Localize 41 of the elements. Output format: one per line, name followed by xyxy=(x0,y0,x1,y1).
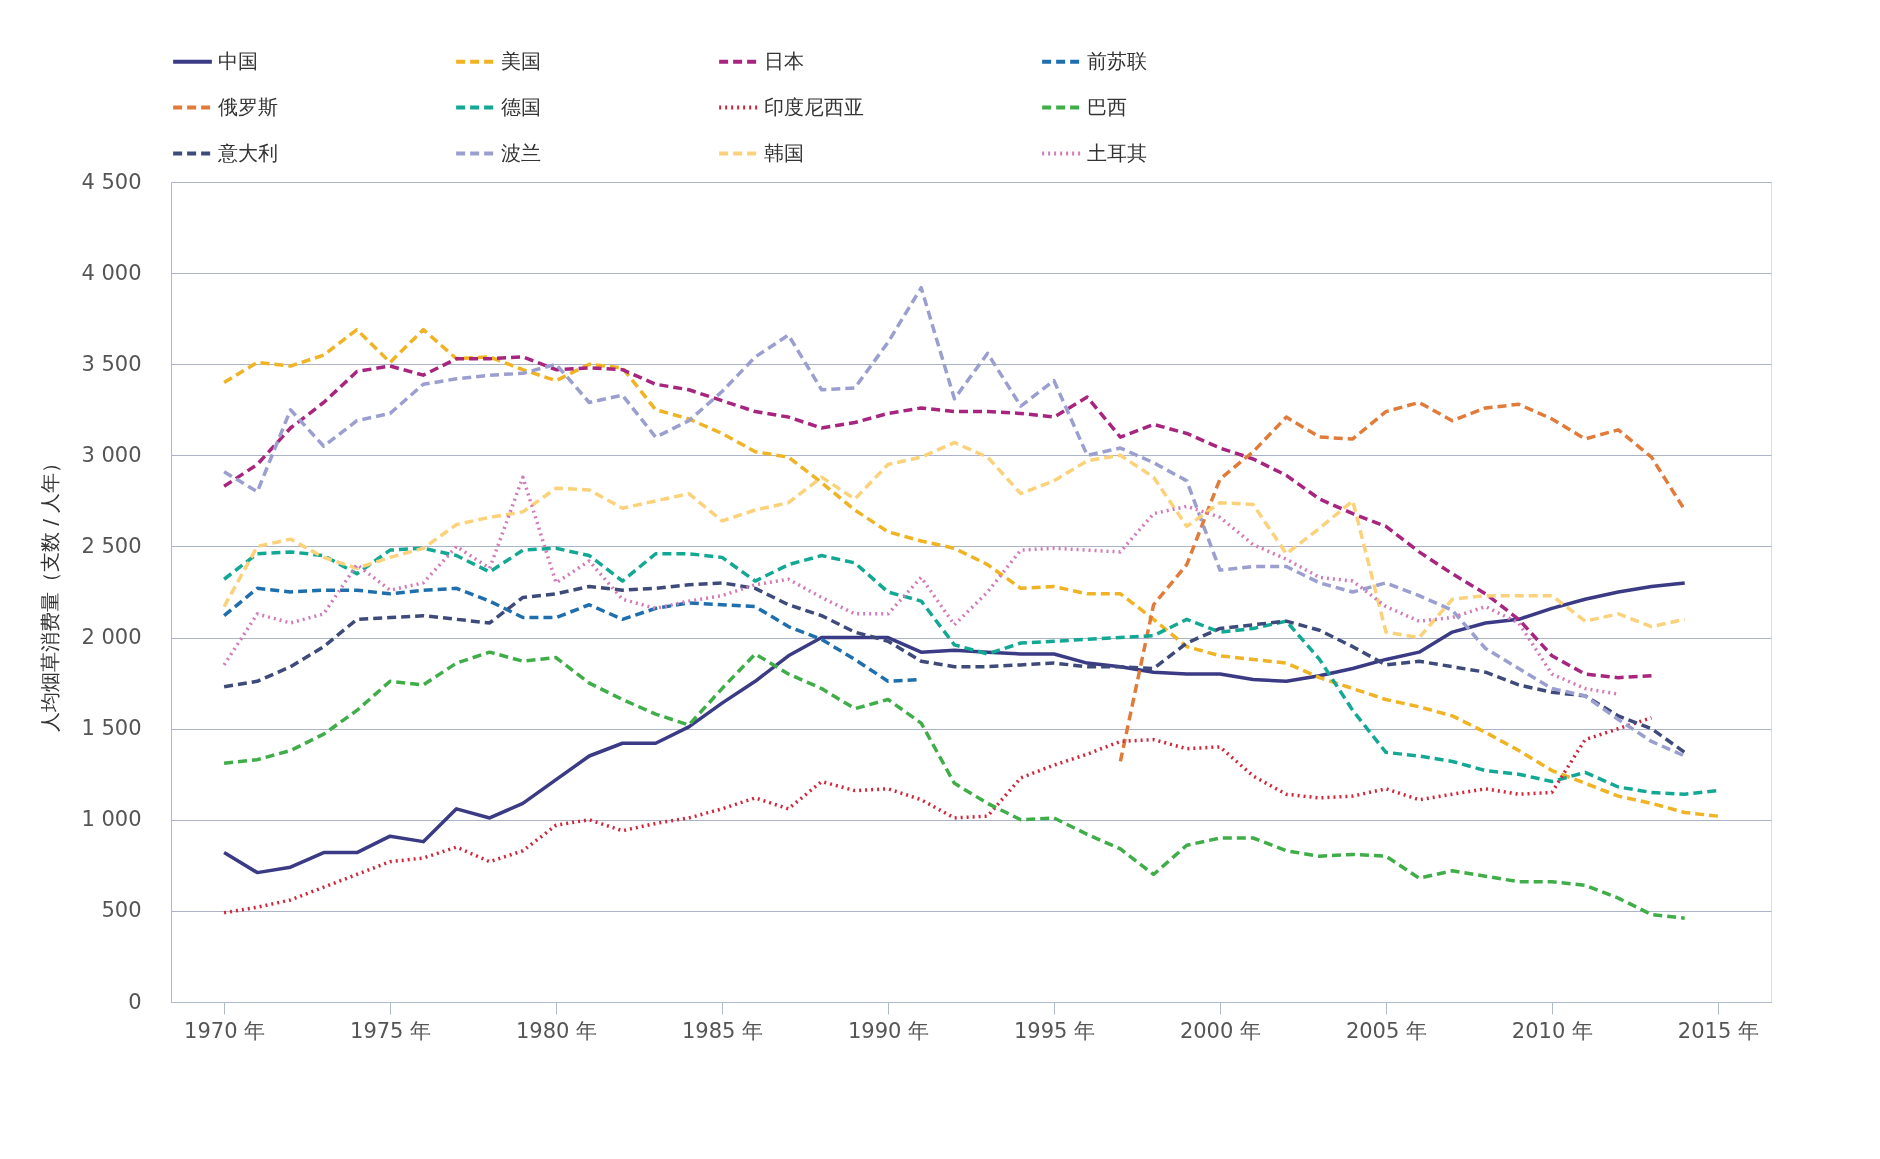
y-tick-label: 500 xyxy=(101,898,142,923)
line-series xyxy=(222,355,1654,680)
legend-label: 意大利 xyxy=(217,140,278,165)
x-tick-label: 1980 年 xyxy=(516,1018,598,1043)
x-tick-label: 2005 年 xyxy=(1345,1018,1427,1043)
legend-label: 波兰 xyxy=(501,140,541,165)
line-series xyxy=(222,581,1687,755)
legend-label: 土耳其 xyxy=(1087,140,1147,165)
x-tick-label: 1970 年 xyxy=(184,1018,266,1043)
line-series xyxy=(222,440,1687,640)
legend-label: 中国 xyxy=(218,48,258,73)
line-series xyxy=(222,650,1687,920)
y-tick-label: 4 000 xyxy=(81,260,142,285)
line-series xyxy=(1118,400,1687,764)
legend-label: 俄罗斯 xyxy=(218,94,278,119)
y-tick-label: 1 500 xyxy=(81,716,142,741)
legend-label: 日本 xyxy=(764,48,804,73)
x-tick-label: 2015 年 xyxy=(1677,1018,1759,1043)
x-tick-label: 1975 年 xyxy=(350,1018,432,1043)
y-tick-label: 3 000 xyxy=(81,442,142,467)
y-tick-label: 2 000 xyxy=(81,625,142,650)
x-tick-label: 1990 年 xyxy=(847,1018,930,1043)
x-tick-label: 2000 年 xyxy=(1179,1018,1262,1043)
legend-label: 韩国 xyxy=(764,140,804,165)
y-tick-label: 0 xyxy=(128,989,142,1014)
y-tick-label: 4 500 xyxy=(81,169,142,194)
legend-label: 巴西 xyxy=(1087,94,1127,119)
line-series xyxy=(222,327,1720,818)
line-series xyxy=(222,715,1654,915)
x-tick-label: 1995 年 xyxy=(1013,1018,1096,1043)
y-tick-label: 1 000 xyxy=(81,807,142,832)
y-tick-label: 3 500 xyxy=(81,351,142,376)
x-tick-label: 1985 年 xyxy=(681,1018,764,1043)
legend-label: 印度尼西亚 xyxy=(764,94,864,119)
x-tick-label: 2010 年 xyxy=(1511,1018,1593,1043)
legend-label: 美国 xyxy=(501,48,541,73)
legend-label: 前苏联 xyxy=(1087,48,1147,73)
y-axis-title: 人均烟草消费量（支数 / 人年） xyxy=(38,452,63,733)
legend-label: 德国 xyxy=(501,94,541,119)
line-series xyxy=(222,581,1687,875)
y-tick-label: 2 500 xyxy=(81,533,142,558)
